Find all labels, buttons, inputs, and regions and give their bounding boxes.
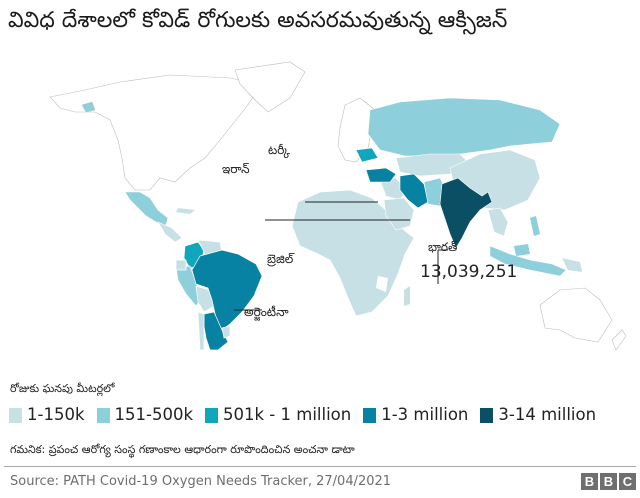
legend-swatch <box>96 407 110 423</box>
bbc-logo-letter: B <box>581 473 598 490</box>
label-turkey: టర్కీ <box>268 143 291 157</box>
legend-label: 501k - 1 million <box>223 405 352 424</box>
chile <box>197 311 205 350</box>
label-india: భారత్ <box>428 240 458 254</box>
footnote: గమనిక: ప్రపంచ ఆరోగ్య సంస్థ గణాంకాల ఆధారం… <box>10 443 355 456</box>
mexico <box>124 191 169 229</box>
legend-label: 151-500k <box>114 405 194 424</box>
legend-swatch <box>205 407 219 423</box>
legend: 1-150k 151-500k 501k - 1 million 1-3 mil… <box>9 405 608 425</box>
legend-swatch <box>480 407 494 423</box>
legend-item: 1-3 million <box>363 405 468 425</box>
legend-item: 3-14 million <box>480 405 596 425</box>
saudi <box>383 197 415 231</box>
legend-title: రోజుకు ఘనపు మీటర్లలో <box>10 382 115 395</box>
label-brazil: బ్రెజిల్ <box>267 252 294 266</box>
russia <box>367 97 561 157</box>
brazil <box>191 249 263 331</box>
bbc-logo-letter: C <box>619 473 636 490</box>
label-argentina: అర్జెంటీనా <box>244 305 289 319</box>
ecuador <box>175 259 187 271</box>
philippines <box>530 216 540 236</box>
legend-swatch <box>363 407 377 423</box>
legend-item: 151-500k <box>96 405 194 425</box>
ukraine <box>355 147 379 163</box>
india-value: 13,039,251 <box>420 262 518 282</box>
iran <box>399 173 429 209</box>
argentina <box>203 311 229 350</box>
legend-swatch <box>9 407 22 423</box>
greenland <box>234 61 306 113</box>
source-text: Source: PATH Covid-19 Oxygen Needs Track… <box>10 474 392 489</box>
legend-item: 501k - 1 million <box>205 405 351 425</box>
legend-label: 3-14 million <box>498 405 597 424</box>
legend-label: 1-150k <box>27 405 85 424</box>
legend-label: 1-3 million <box>381 405 469 424</box>
bbc-logo: B B C <box>581 473 636 490</box>
world-map <box>0 50 640 350</box>
indonesia <box>489 245 567 277</box>
divider <box>4 466 636 467</box>
legend-item: 1-150k <box>9 405 85 425</box>
north-america <box>49 74 261 191</box>
page-title: వివిధ దేశాలలో కోవిడ్ రోగులకు అవసరమవుతున్… <box>8 8 508 33</box>
bbc-logo-letter: B <box>600 473 617 490</box>
label-iran: ఇరాన్ <box>222 162 250 176</box>
turkey <box>365 167 397 183</box>
india <box>439 177 493 249</box>
